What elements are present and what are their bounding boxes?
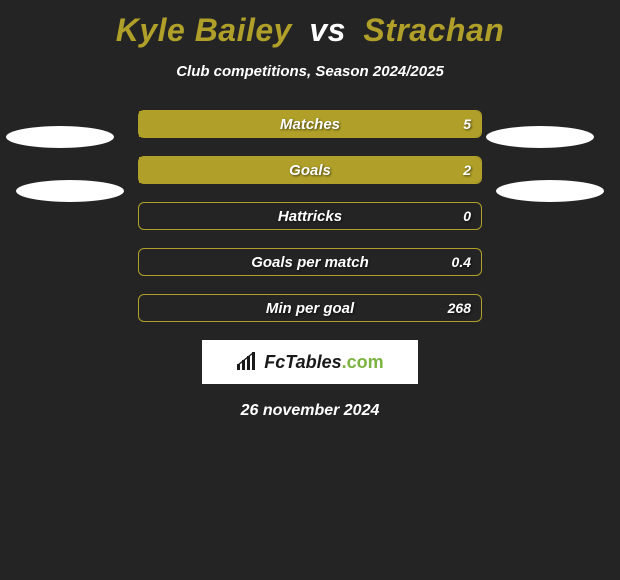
stat-value-right: 0 bbox=[463, 203, 471, 229]
logo-box: FcTables.com bbox=[202, 340, 418, 384]
stat-value-right: 5 bbox=[463, 111, 471, 137]
stat-label: Hattricks bbox=[139, 203, 481, 229]
stat-label: Matches bbox=[139, 111, 481, 137]
stat-rows-container: Matches5Goals2Hattricks0Goals per match0… bbox=[138, 110, 482, 322]
logo-text-right: .com bbox=[342, 352, 384, 372]
subtitle: Club competitions, Season 2024/2025 bbox=[0, 63, 620, 80]
chart-icon bbox=[236, 352, 258, 372]
stat-value-right: 268 bbox=[448, 295, 471, 321]
stat-row: Goals per match0.4 bbox=[138, 248, 482, 276]
player-ellipse bbox=[16, 180, 124, 202]
stat-label: Goals bbox=[139, 157, 481, 183]
logo-text: FcTables.com bbox=[264, 352, 383, 373]
date-text: 26 november 2024 bbox=[0, 402, 620, 420]
logo-text-left: FcTables bbox=[264, 352, 341, 372]
stat-row: Matches5 bbox=[138, 110, 482, 138]
stat-value-right: 2 bbox=[463, 157, 471, 183]
player-ellipse bbox=[6, 126, 114, 148]
player2-name: Strachan bbox=[363, 12, 504, 48]
stat-row: Hattricks0 bbox=[138, 202, 482, 230]
player-ellipse bbox=[486, 126, 594, 148]
player1-name: Kyle Bailey bbox=[116, 12, 292, 48]
stat-label: Min per goal bbox=[139, 295, 481, 321]
stat-label: Goals per match bbox=[139, 249, 481, 275]
vs-text: vs bbox=[309, 12, 346, 48]
stat-value-right: 0.4 bbox=[452, 249, 471, 275]
stat-row: Min per goal268 bbox=[138, 294, 482, 322]
player-ellipse bbox=[496, 180, 604, 202]
stat-row: Goals2 bbox=[138, 156, 482, 184]
comparison-title: Kyle Bailey vs Strachan bbox=[0, 0, 620, 49]
